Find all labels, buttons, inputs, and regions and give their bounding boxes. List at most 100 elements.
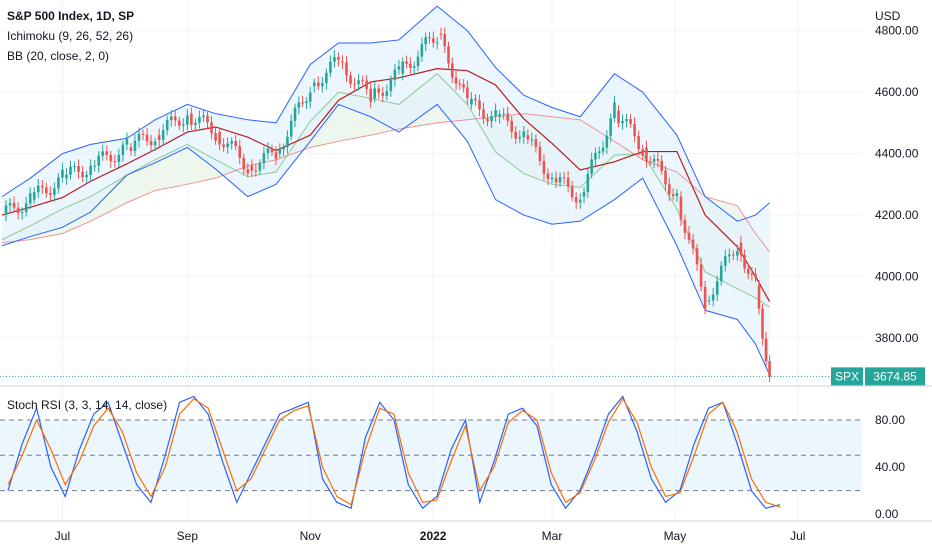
candle-body bbox=[409, 63, 412, 68]
ticker-badge bbox=[831, 367, 863, 386]
candle-body bbox=[349, 75, 352, 84]
candle-body bbox=[373, 88, 377, 99]
candle-body bbox=[321, 83, 324, 87]
candle-body bbox=[45, 187, 48, 194]
candle-body bbox=[202, 115, 205, 118]
candle-body bbox=[637, 136, 640, 150]
candle-body bbox=[145, 134, 149, 142]
candle-body bbox=[768, 361, 771, 377]
candle-body bbox=[266, 148, 270, 154]
candle-body bbox=[353, 83, 356, 85]
stoch-rsi-legend: Stoch RSI (3, 3, 14, 14, close) bbox=[7, 398, 168, 412]
candle-body bbox=[695, 248, 699, 265]
candle-body bbox=[462, 84, 465, 88]
candle-body bbox=[230, 141, 233, 144]
candle-body bbox=[502, 113, 505, 115]
candle-body bbox=[329, 61, 332, 73]
candle-body bbox=[558, 177, 562, 183]
candle-body bbox=[89, 165, 92, 175]
ticker-badge-label: SPX bbox=[835, 369, 859, 383]
stoch-tick-label: 80.00 bbox=[875, 413, 905, 427]
stoch-tick-label: 40.00 bbox=[875, 460, 905, 474]
candle-body bbox=[605, 135, 609, 148]
candle-body bbox=[474, 98, 477, 101]
candle-body bbox=[194, 122, 197, 125]
candle-body bbox=[510, 120, 514, 132]
candle-body bbox=[12, 202, 16, 208]
candle-body bbox=[393, 69, 397, 80]
candle-body bbox=[28, 193, 32, 204]
candle-body bbox=[133, 140, 137, 151]
candle-body bbox=[439, 33, 443, 35]
candle-body bbox=[222, 144, 225, 148]
candle-body bbox=[40, 185, 44, 188]
candle-body bbox=[242, 157, 246, 170]
candle-body bbox=[57, 177, 60, 189]
candle-body bbox=[105, 151, 109, 155]
candle-body bbox=[397, 66, 401, 70]
candle-body bbox=[274, 152, 278, 159]
candle-body bbox=[149, 141, 153, 146]
candle-body bbox=[214, 133, 217, 141]
candle-body bbox=[443, 34, 447, 47]
candle-body bbox=[385, 91, 389, 96]
candle-body bbox=[210, 122, 213, 134]
candle-body bbox=[282, 147, 285, 150]
candle-body bbox=[293, 107, 297, 121]
price-tick-label: 4400.00 bbox=[875, 147, 919, 161]
candle-body bbox=[218, 132, 221, 145]
candle-body bbox=[53, 188, 56, 195]
candle-body bbox=[24, 203, 28, 213]
candle-body bbox=[129, 147, 133, 151]
stoch-d-line bbox=[7, 397, 781, 508]
candle-body bbox=[412, 66, 416, 68]
candle-body bbox=[613, 102, 616, 119]
candle-body bbox=[550, 177, 554, 180]
candle-body bbox=[590, 159, 593, 175]
price-tick-label: 4600.00 bbox=[875, 85, 919, 99]
candle-body bbox=[270, 148, 274, 153]
candle-body bbox=[161, 130, 165, 140]
candle-body bbox=[81, 171, 84, 178]
candle-body bbox=[32, 192, 36, 200]
candle-body bbox=[286, 136, 289, 148]
candle-body bbox=[337, 56, 340, 60]
candle-body bbox=[4, 205, 8, 216]
candle-body bbox=[574, 197, 578, 203]
date-tick-label: May bbox=[664, 529, 687, 543]
candle-body bbox=[660, 160, 663, 171]
candle-body bbox=[645, 147, 648, 162]
bollinger-upper bbox=[1, 5, 770, 222]
candle-body bbox=[289, 120, 293, 137]
candle-body bbox=[546, 173, 550, 180]
candle-body bbox=[262, 153, 266, 163]
candle-body bbox=[405, 61, 408, 64]
candle-body bbox=[109, 154, 113, 162]
candle-body bbox=[699, 264, 703, 287]
candle-body bbox=[85, 174, 88, 178]
candle-body bbox=[345, 62, 348, 76]
date-tick-label: Jul bbox=[790, 529, 805, 543]
bollinger-legend: BB (20, close, 2, 0) bbox=[7, 49, 110, 63]
candle-body bbox=[20, 212, 24, 214]
candle-body bbox=[73, 166, 76, 168]
candle-body bbox=[530, 139, 534, 141]
candle-body bbox=[389, 79, 393, 92]
candle-body bbox=[562, 177, 566, 179]
candle-body bbox=[301, 102, 304, 104]
candle-body bbox=[198, 117, 201, 123]
candle-body bbox=[621, 121, 624, 124]
ichimoku-kijun bbox=[1, 68, 771, 302]
candle-body bbox=[715, 281, 719, 295]
candle-body bbox=[514, 131, 518, 139]
date-tick-label: Sep bbox=[177, 529, 199, 543]
candle-body bbox=[683, 219, 687, 233]
candle-body bbox=[675, 193, 679, 197]
candle-body bbox=[601, 147, 605, 152]
candle-body bbox=[361, 80, 364, 82]
candle-body bbox=[190, 113, 193, 125]
candle-body bbox=[308, 92, 312, 102]
candle-body bbox=[117, 155, 121, 163]
candle-body bbox=[470, 98, 473, 105]
